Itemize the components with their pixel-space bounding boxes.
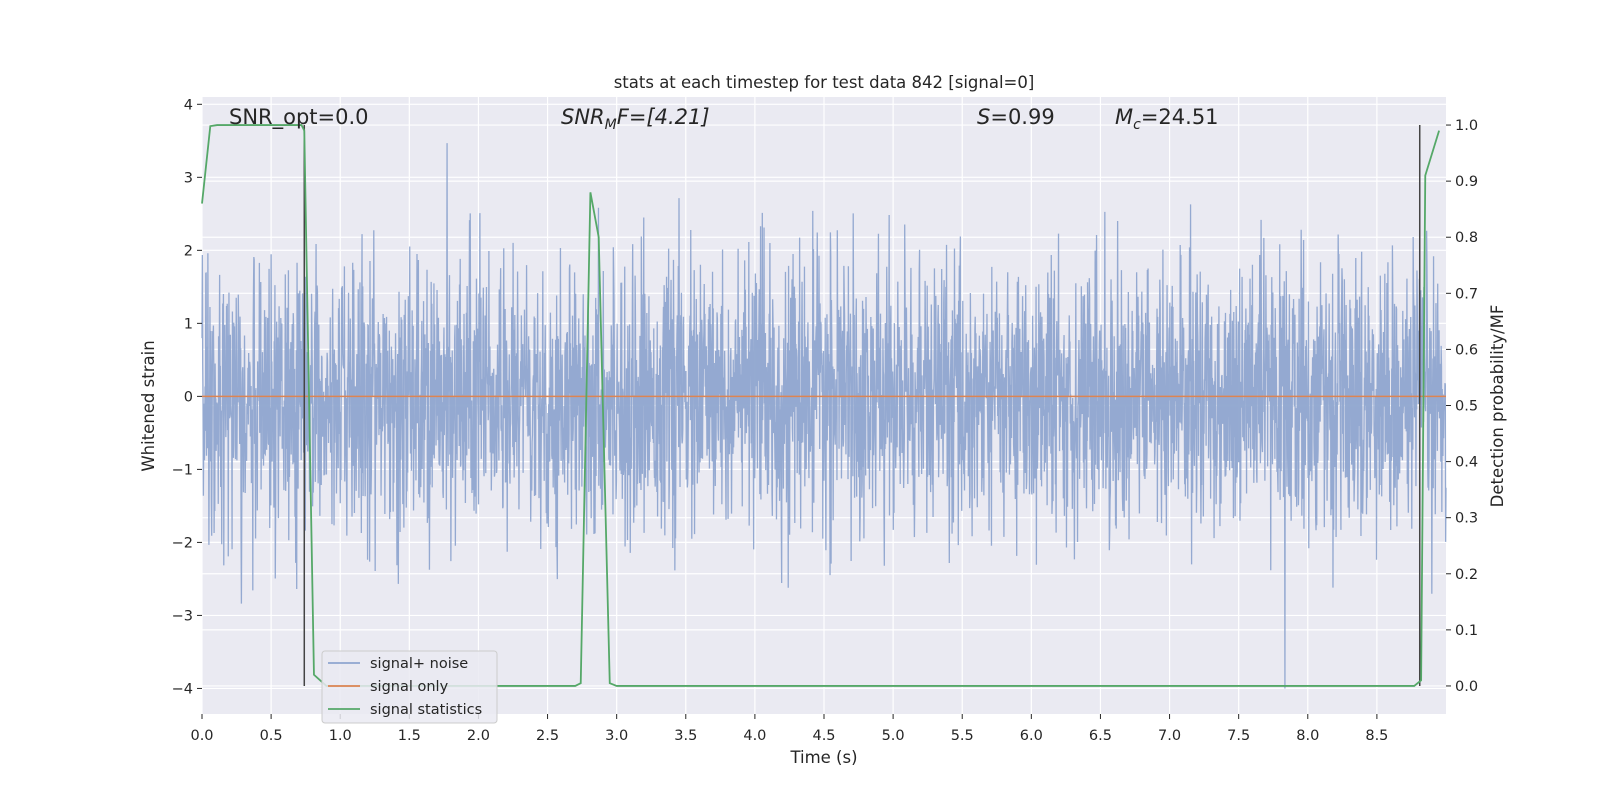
x-tick-label: 7.0: [1158, 728, 1181, 744]
x-tick-label: 4.0: [743, 728, 766, 744]
x-tick-label: 8.0: [1296, 728, 1319, 744]
legend: signal+ noise signal only signal statist…: [321, 650, 498, 724]
legend-box: [321, 650, 498, 724]
x-tick-label: 2.0: [467, 728, 490, 744]
y2-tick-label: 0.1: [1455, 623, 1478, 639]
y2-tick-label: 0.5: [1455, 399, 1478, 415]
y-tick-label: 1: [184, 316, 193, 332]
y-tick-label: −2: [172, 535, 193, 551]
snr-mf-symbol: SNR: [561, 105, 605, 129]
x-tick-label: 5.5: [951, 728, 974, 744]
y2-tick-label: 0.4: [1455, 455, 1478, 471]
y-tick-label: −1: [172, 462, 193, 478]
ticks-layer: 0.0 0.5 1.0 1.5 2.0 2.5 3.0 3.5 4.0 4.5 5.0 5.5 6.0 6…: [172, 97, 1478, 744]
snr-mf-annotation: SNRMF=[4.21]: [561, 105, 710, 133]
x-tick-label: 5.0: [882, 728, 905, 744]
y2-tick-label: 1.0: [1455, 118, 1478, 134]
y2-tick-label: 0.7: [1455, 286, 1478, 302]
chart-title: stats at each timestep for test data 842…: [614, 73, 1035, 92]
x-tick-label: 4.5: [812, 728, 835, 744]
mc-subscript: c: [1133, 117, 1141, 133]
y2-axis-label: Detection probability/MF: [1488, 305, 1507, 508]
mc-value: =24.51: [1141, 105, 1219, 129]
x-tick-label: 1.5: [398, 728, 421, 744]
y2-tick-label: 0.9: [1455, 174, 1478, 190]
y2-tick-label: 0.3: [1455, 511, 1478, 527]
x-tick-label: 6.0: [1020, 728, 1043, 744]
y-tick-label: 2: [184, 243, 193, 259]
s-symbol: S: [977, 105, 990, 129]
x-tick-label: 1.0: [329, 728, 352, 744]
y-tick-label: −4: [172, 681, 193, 697]
x-tick-label: 7.5: [1227, 728, 1250, 744]
legend-label-signal-only: signal only: [370, 679, 449, 695]
s-value: =0.99: [990, 105, 1054, 129]
snr-mf-subscript: M: [605, 117, 617, 133]
y-tick-label: 3: [184, 170, 193, 186]
x-tick-label: 3.5: [674, 728, 697, 744]
signal-noise-line: [201, 143, 1447, 689]
y-tick-label: 4: [184, 97, 193, 113]
x-tick-label: 3.0: [605, 728, 628, 744]
s-annotation: S=0.99: [977, 105, 1055, 129]
mc-symbol: M: [1115, 105, 1133, 129]
x-tick-label: 2.5: [536, 728, 559, 744]
x-tick-label: 6.5: [1089, 728, 1112, 744]
y2-tick-label: 0.8: [1455, 230, 1478, 246]
legend-label-signal-statistics: signal statistics: [370, 702, 482, 718]
x-tick-label: 0.0: [190, 728, 213, 744]
y-tick-label: 0: [184, 389, 193, 405]
y-axis-label: Whitened strain: [139, 340, 158, 471]
series-layer: [201, 124, 1446, 687]
x-tick-label: 8.5: [1365, 728, 1388, 744]
snr-mf-value: F=[4.21]: [617, 105, 710, 129]
y2-tick-label: 0.6: [1455, 342, 1478, 358]
y2-tick-label: 0.2: [1455, 567, 1478, 583]
mc-annotation: Mc=24.51: [1115, 105, 1219, 133]
legend-label-signal-noise: signal+ noise: [370, 656, 468, 672]
y-tick-label: −3: [172, 608, 193, 624]
x-axis-label: Time (s): [789, 748, 857, 767]
signal-statistics-line: [201, 124, 1440, 687]
y2-tick-label: 0.0: [1455, 679, 1478, 695]
snr-opt-annotation: SNR_opt=0.0: [229, 105, 369, 130]
x-tick-label: 0.5: [260, 728, 283, 744]
signal-noise-series: [201, 143, 1447, 689]
